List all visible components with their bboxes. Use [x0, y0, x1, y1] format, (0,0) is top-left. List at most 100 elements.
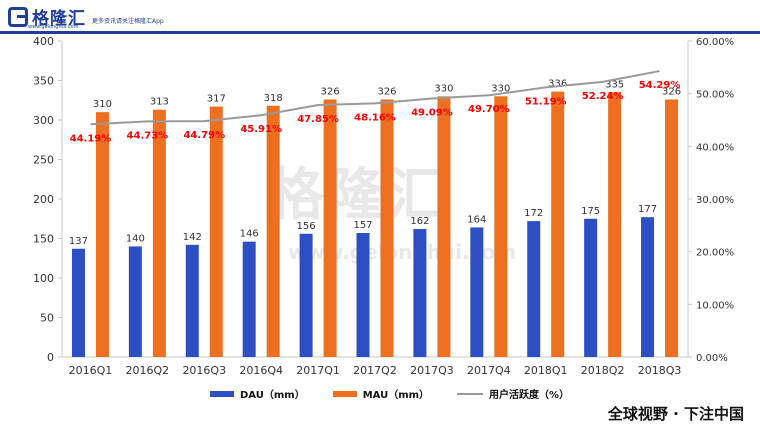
data-label-rate: 52.24% — [582, 91, 624, 102]
x-tick-label: 2017Q3 — [410, 364, 454, 377]
line-rate — [90, 70, 660, 126]
y-right-tick-label: 30.00% — [696, 195, 734, 206]
bar-dau — [356, 232, 370, 357]
bar-dau — [128, 246, 142, 357]
y-left-tick-label: 200 — [33, 193, 54, 206]
y-right-tick-label: 20.00% — [696, 248, 734, 259]
y-right-tick-label: 50.00% — [696, 90, 734, 101]
x-tick-label: 2017Q1 — [296, 364, 340, 377]
legend-swatch-dau — [210, 390, 234, 397]
data-label-dau: 164 — [467, 214, 486, 225]
data-label-rate: 44.79% — [183, 130, 225, 141]
x-tick-label: 2018Q3 — [638, 364, 682, 377]
y-left-tick-label: 350 — [33, 75, 54, 88]
bar-dau — [413, 229, 427, 357]
bar-dau — [185, 244, 199, 357]
data-label-rate: 51.19% — [525, 96, 567, 107]
bar-mau — [380, 99, 394, 358]
x-tick-label: 2016Q4 — [239, 364, 283, 377]
data-label-dau: 140 — [126, 233, 145, 244]
data-label-rate: 45.91% — [240, 124, 282, 135]
bar-mau — [608, 92, 622, 357]
x-tick-label: 2017Q4 — [467, 364, 511, 377]
logo-g-icon — [8, 6, 28, 27]
data-label-dau: 172 — [524, 208, 543, 219]
footer-tagline: 全球视野 · 下注中国 — [599, 401, 752, 426]
y-left-tick-label: 300 — [33, 114, 54, 127]
data-label-mau: 326 — [662, 86, 681, 97]
data-label-dau: 177 — [638, 204, 657, 215]
bar-dau — [242, 241, 256, 357]
y-left-tick-label: 0 — [47, 351, 54, 364]
x-tick-label: 2016Q2 — [126, 364, 170, 377]
data-label-rate: 47.85% — [297, 114, 339, 125]
y-right-tick-label: 40.00% — [696, 142, 734, 153]
data-label-mau: 310 — [93, 99, 112, 110]
legend: DAU（mm） MAU（mm） 用户活跃度（%） — [210, 386, 569, 401]
x-tick-label: 2018Q2 — [581, 364, 625, 377]
x-tick-label: 2018Q1 — [524, 364, 568, 377]
x-tick-label: 2016Q1 — [69, 364, 113, 377]
legend-swatch-rate — [457, 392, 484, 395]
bar-dau — [527, 221, 541, 357]
data-label-mau: 318 — [264, 93, 283, 104]
y-right-tick-label: 60.00% — [696, 37, 734, 48]
bar-dau — [299, 233, 313, 357]
data-label-mau: 326 — [377, 86, 396, 97]
data-label-rate: 44.73% — [127, 130, 169, 141]
data-label-mau: 330 — [491, 83, 510, 94]
bar-mau — [323, 99, 337, 358]
data-label-dau: 146 — [240, 229, 259, 240]
bar-mau — [95, 112, 109, 357]
header-bar: 格隆汇 www.gelonghui.com 更多资讯请关注格隆汇App — [0, 0, 760, 34]
logo-text: 格隆汇 — [32, 9, 86, 29]
data-label-rate: 48.16% — [354, 112, 396, 123]
brand-logo: 格隆汇 — [8, 4, 86, 29]
bar-mau — [494, 96, 508, 358]
logo-url: www.gelonghui.com — [28, 24, 79, 30]
y-right-tick-label: 0.00% — [696, 353, 728, 364]
legend-label-rate: 用户活跃度（%） — [489, 390, 570, 401]
data-label-rate: 54.29% — [639, 80, 681, 91]
bar-dau — [71, 248, 85, 357]
legend-label-dau: DAU（mm） — [240, 390, 305, 401]
legend-item-dau: DAU（mm） — [210, 386, 305, 401]
bar-dau — [470, 227, 484, 357]
data-label-rate: 44.19% — [70, 133, 112, 144]
data-label-dau: 162 — [410, 216, 429, 227]
data-label-dau: 156 — [297, 221, 316, 232]
y-right-tick-label: 10.00% — [696, 300, 734, 311]
x-tick-label: 2017Q2 — [353, 364, 397, 377]
bar-mau — [266, 105, 280, 357]
bar-mau — [551, 91, 565, 357]
legend-item-mau: MAU（mm） — [332, 386, 430, 401]
bar-mau — [152, 109, 166, 357]
header-rule — [0, 31, 760, 34]
data-label-dau: 142 — [183, 232, 202, 243]
data-label-mau: 326 — [321, 86, 340, 97]
y-left-tick-label: 50 — [40, 312, 54, 325]
data-label-mau: 335 — [605, 79, 624, 90]
y-left-tick-label: 400 — [33, 35, 54, 48]
y-left-tick-label: 250 — [33, 154, 54, 167]
data-label-mau: 313 — [150, 97, 169, 108]
legend-label-mau: MAU（mm） — [362, 390, 430, 401]
data-label-dau: 137 — [69, 236, 88, 247]
y-left-tick-label: 150 — [33, 233, 54, 246]
data-label-dau: 175 — [581, 206, 600, 217]
data-label-rate: 49.70% — [468, 104, 510, 115]
bar-mau — [665, 99, 679, 358]
bar-mau — [437, 96, 451, 358]
data-label-mau: 336 — [548, 79, 567, 90]
bar-dau — [584, 218, 598, 357]
data-label-rate: 49.09% — [411, 107, 453, 118]
x-tick-label: 2016Q3 — [182, 364, 226, 377]
y-left-tick-label: 100 — [33, 272, 54, 285]
data-label-mau: 330 — [434, 83, 453, 94]
data-label-dau: 157 — [353, 220, 372, 231]
bar-mau — [209, 106, 223, 357]
data-label-mau: 317 — [207, 94, 226, 105]
legend-swatch-mau — [332, 390, 357, 397]
